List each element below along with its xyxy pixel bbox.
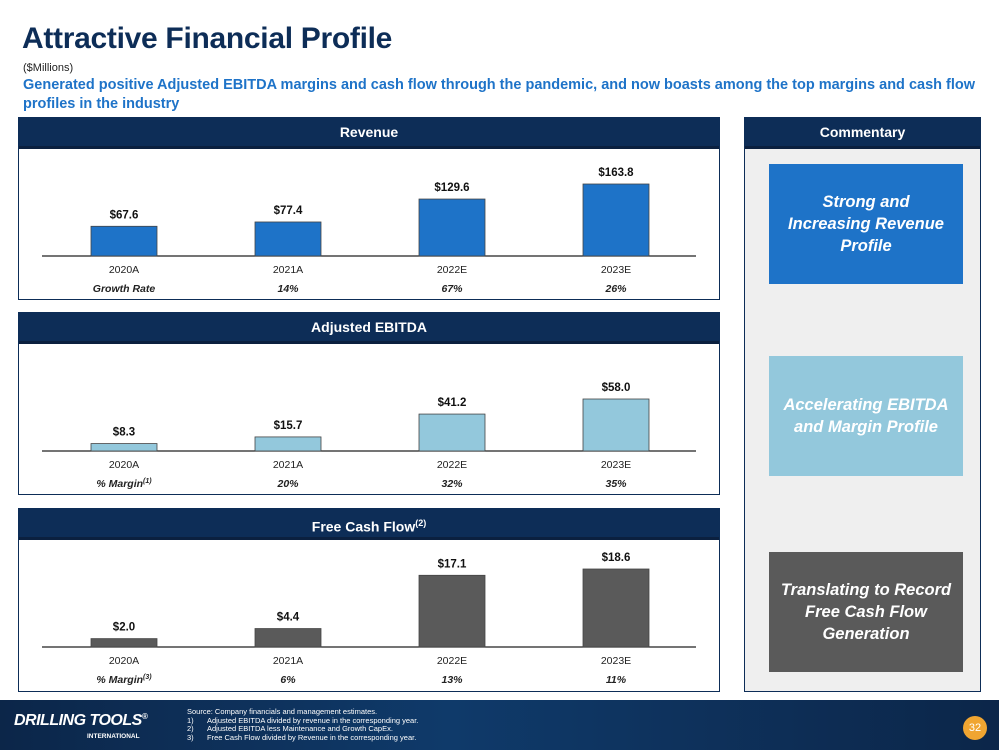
metric-row-label: Growth Rate — [93, 283, 156, 295]
bar-2022E — [418, 413, 486, 452]
page-title: Attractive Financial Profile — [22, 22, 393, 55]
fcf-title-footnote: (2) — [415, 518, 427, 528]
ebitda-panel-title: Adjusted EBITDA — [311, 319, 427, 335]
commentary-panel: Commentary Strong and Increasing Revenue… — [744, 117, 981, 692]
metric-row-label: % Margin(1) — [96, 478, 152, 490]
revenue-panel: Revenue $67.6 2020A Growth Rate $77.4 2021A 1… — [18, 117, 720, 300]
metric-value-2022E: 13% — [441, 674, 463, 686]
footnote-2: 2) Adjusted EBITDA less Maintenance and G… — [187, 724, 393, 734]
data-label-2020A: $67.6 — [110, 209, 139, 221]
logo-wordmark: DRILLING TOOLS — [14, 712, 142, 729]
data-label-2020A: $8.3 — [113, 427, 135, 439]
logo-subtitle: INTERNATIONAL — [87, 733, 140, 740]
bar-2021A — [254, 221, 322, 257]
footnote-3: 3) Free Cash Flow divided by Revenue in t… — [187, 732, 417, 742]
ebitda-panel: Adjusted EBITDA $8.3 2020A % Margin(1) $15.… — [18, 312, 720, 495]
metric-value-2021A: 6% — [280, 674, 296, 686]
x-tick-2021A: 2021A — [273, 655, 303, 667]
data-label-2023E: $58.0 — [602, 382, 631, 394]
ebitda-chart: $8.3 2020A % Margin(1) $15.7 2021A 20% $41.2 20… — [42, 382, 696, 490]
bar-2020A — [90, 638, 158, 648]
bar-2023E — [582, 398, 650, 452]
data-label-2020A: $2.0 — [113, 622, 135, 634]
data-label-2021A: $77.4 — [274, 205, 303, 217]
commentary-title: Commentary — [819, 124, 906, 140]
data-label-2023E: $163.8 — [598, 167, 634, 179]
metric-value-2023E: 11% — [606, 674, 627, 686]
x-tick-2020A: 2020A — [109, 655, 139, 667]
revenue-panel-title: Revenue — [339, 124, 399, 140]
metric-value-2021A: 20% — [276, 478, 299, 490]
commentary-text-ebitda: Accelerating EBITDA and Margin Profile — [783, 396, 949, 436]
fcf-panel-header: Free Cash Flow(2) — [19, 509, 719, 540]
x-tick-2023E: 2023E — [601, 264, 631, 276]
fcf-panel-title: Free Cash Flow — [311, 518, 416, 535]
fcf-panel: Free Cash Flow(2) $2.0 2020A % Margin(3) $4… — [18, 508, 720, 692]
bar-2022E — [418, 574, 486, 648]
ebitda-panel-header: Adjusted EBITDA — [19, 313, 719, 344]
units-label: ($Millions) — [23, 62, 74, 74]
bar-2023E — [582, 183, 650, 257]
data-label-2022E: $17.1 — [438, 558, 467, 570]
metric-value-2022E: 32% — [441, 478, 463, 490]
footnote-1: 1) Adjusted EBITDA divided by revenue in … — [187, 715, 419, 725]
x-tick-2020A: 2020A — [109, 264, 139, 276]
page-subtitle: Generated positive Adjusted EBITDA margi… — [23, 77, 976, 112]
x-tick-2023E: 2023E — [601, 655, 631, 667]
metric-value-2023E: 26% — [604, 283, 627, 295]
metric-value-2023E: 35% — [605, 478, 627, 490]
commentary-box-revenue: Strong and Increasing Revenue Profile — [769, 164, 963, 284]
fcf-chart: $2.0 2020A % Margin(3) $4.4 2021A 6% $17.1 2022… — [42, 552, 696, 686]
data-label-2021A: $15.7 — [274, 420, 303, 432]
bar-2022E — [418, 198, 486, 257]
page-number: 32 — [963, 716, 987, 740]
x-tick-2023E: 2023E — [601, 459, 631, 471]
metric-value-2021A: 14% — [277, 283, 299, 295]
commentary-box-ebitda: Accelerating EBITDA and Margin Profile — [769, 356, 963, 476]
revenue-panel-header: Revenue — [19, 118, 719, 149]
x-tick-2021A: 2021A — [273, 459, 303, 471]
commentary-box-fcf: Translating to Record Free Cash Flow Gen… — [769, 552, 963, 672]
data-label-2021A: $4.4 — [277, 612, 300, 624]
data-label-2023E: $18.6 — [602, 552, 631, 564]
x-tick-2022E: 2022E — [437, 655, 467, 667]
x-tick-2020A: 2020A — [109, 459, 139, 471]
bar-2021A — [254, 436, 322, 452]
revenue-chart: $67.6 2020A Growth Rate $77.4 2021A 14% $129.6… — [42, 167, 696, 295]
footnotes: Source: Company financials and managemen… — [187, 707, 419, 742]
source-note: Source: Company financials and managemen… — [187, 707, 378, 716]
metric-row-label: % Margin(3) — [96, 674, 152, 686]
bar-2023E — [582, 568, 650, 648]
data-label-2022E: $129.6 — [434, 182, 469, 194]
x-tick-2022E: 2022E — [437, 459, 467, 471]
logo-registered-mark: ® — [141, 712, 148, 721]
metric-value-2022E: 67% — [441, 283, 463, 295]
bar-2021A — [254, 628, 322, 648]
commentary-text-revenue: Strong and Increasing Revenue Profile — [788, 193, 944, 255]
commentary-header: Commentary — [745, 118, 980, 149]
company-logo: DRILLING TOOLS® — [14, 712, 148, 730]
x-tick-2022E: 2022E — [437, 264, 467, 276]
x-tick-2021A: 2021A — [273, 264, 303, 276]
bar-2020A — [90, 225, 158, 257]
data-label-2022E: $41.2 — [438, 397, 467, 409]
bar-2020A — [90, 443, 158, 452]
footer-bar — [0, 700, 999, 750]
commentary-text-fcf: Translating to Record Free Cash Flow Gen… — [780, 581, 952, 643]
